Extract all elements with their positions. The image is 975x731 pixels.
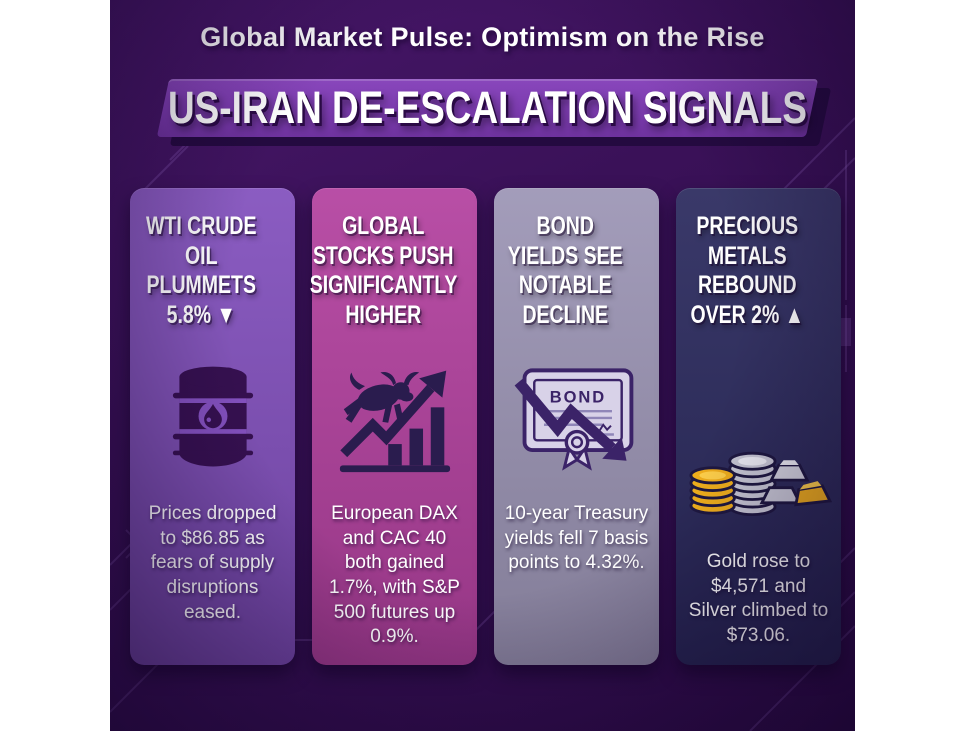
headline-line: OIL: [185, 241, 218, 270]
headline-line: METALS: [708, 241, 787, 270]
card-icon-area: BOND: [509, 348, 645, 486]
bull-market-icon: [339, 370, 450, 473]
card-body-text: Prices dropped to $86.85 as fears of sup…: [148, 503, 277, 623]
headline-line: SIGNIFICANTLY: [310, 271, 458, 299]
headline-line: PRECIOUS: [696, 212, 799, 240]
card-icon-area: [684, 396, 834, 534]
headline-line: DECLINE: [522, 300, 609, 329]
headline-line: WTI CRUDE: [146, 212, 257, 240]
card-headline: GLOBAL STOCKS PUSH SIGNIFICANTLY HIGHER: [310, 212, 458, 330]
oil-barrel-icon: [172, 366, 253, 467]
card-body-text: European DAX and CAC 40 both gained 1.7%…: [329, 503, 460, 648]
card-headline: BOND YIELDS SEE NOTABLE DECLINE: [492, 212, 639, 330]
headline-line: PLUMMETS: [146, 271, 257, 299]
precious-metals-icon: [689, 451, 832, 517]
bond-label: BOND: [549, 388, 605, 406]
bond-certificate-icon: BOND: [514, 368, 633, 471]
card-precious-metals: PRECIOUS METALS REBOUND OVER 2% ▲: [676, 188, 841, 665]
card-headline: PRECIOUS METALS REBOUND OVER 2% ▲: [674, 212, 821, 330]
card-body-text: Gold rose to $4,571 and Silver climbed t…: [688, 551, 829, 647]
card-body-text: 10-year Treasury yields fell 7 basis poi…: [504, 503, 649, 574]
headline-line: REBOUND: [698, 271, 797, 299]
card-wti-crude-oil: WTI CRUDE OIL PLUMMETS 5.8% ▼: [130, 188, 295, 665]
page-title: Global Market Pulse: Optimism on the Ris…: [200, 22, 765, 52]
card-headline: WTI CRUDE OIL PLUMMETS 5.8% ▼: [128, 212, 275, 330]
headline-line: STOCKS PUSH: [313, 241, 454, 270]
headline-line-with-down-arrow: 5.8% ▼: [167, 300, 237, 329]
card-icon-area: [157, 348, 269, 486]
banner-title: US-IRAN DE-ESCALATION SIGNALS: [168, 82, 807, 133]
headline-line: YIELDS SEE: [508, 241, 624, 270]
headline-line-with-up-arrow: OVER 2% ▲: [690, 300, 805, 329]
card-icon-area: [332, 348, 458, 486]
card-global-stocks: GLOBAL STOCKS PUSH SIGNIFICANTLY HIGHER: [310, 188, 477, 665]
headline-banner: US-IRAN DE-ESCALATION SIGNALS: [156, 79, 832, 146]
headline-line: BOND: [536, 212, 595, 240]
infographic-stage: Global Market Pulse: Optimism on the Ris…: [110, 0, 855, 731]
card-bond-yields: BOND YIELDS SEE NOTABLE DECLINE BOND: [494, 188, 659, 665]
headline-line: GLOBAL: [342, 212, 425, 240]
headline-line: NOTABLE: [519, 271, 613, 299]
headline-line: HIGHER: [345, 300, 422, 329]
stat-cards-row: WTI CRUDE OIL PLUMMETS 5.8% ▼: [130, 188, 841, 665]
